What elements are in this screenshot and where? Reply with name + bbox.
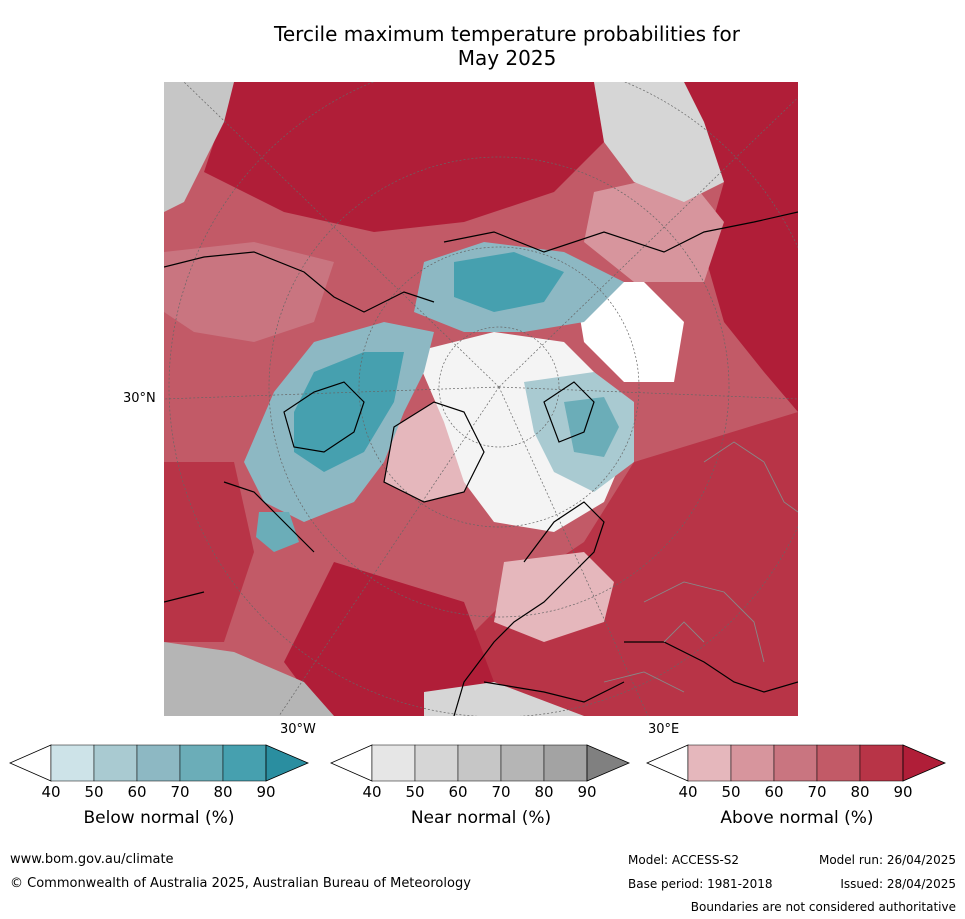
- colorbar-near-bin-2: [457, 744, 502, 782]
- tick-label: 80: [213, 783, 233, 801]
- colorbar-near-bin-3: [500, 744, 545, 782]
- tick-label: 50: [84, 783, 104, 801]
- region-atlantic-cool: [256, 512, 299, 552]
- colorbar-above-bin-1: [730, 744, 775, 782]
- colorbar-below-normal: [9, 744, 309, 782]
- colorbar-near-extend-high: [586, 744, 631, 782]
- tick-label: 70: [807, 783, 827, 801]
- probability-map: [164, 82, 798, 716]
- label-30n: 30°N: [123, 391, 156, 406]
- colorbar-above-extend-low: [646, 744, 689, 782]
- region-pacific-west-warm: [164, 462, 254, 642]
- tick-label: 90: [893, 783, 913, 801]
- country-boundaries: [603, 441, 798, 693]
- colorbar-above-extend-high: [902, 744, 947, 782]
- tick-label: 60: [764, 783, 784, 801]
- footer-disclaimer: Boundaries are not considered authoritat…: [690, 900, 956, 914]
- tick-label: 50: [405, 783, 425, 801]
- colorbar-above-bin-4: [859, 744, 904, 782]
- region-atlantic-warm: [284, 562, 494, 716]
- region-east-white: [574, 282, 684, 382]
- coastlines: [164, 211, 798, 716]
- colorbar-above-normal: [646, 744, 947, 782]
- tick-label: 50: [721, 783, 741, 801]
- colorbar-near-bin-4: [543, 744, 588, 782]
- colorbar-above-bin-2: [773, 744, 818, 782]
- tick-label: 70: [170, 783, 190, 801]
- colorbar-below-extend-high: [265, 744, 309, 782]
- region-north-pacific-warm: [204, 82, 604, 232]
- tick-label: 40: [41, 783, 61, 801]
- colorbar-near-bin-1: [414, 744, 459, 782]
- tick-label: 40: [678, 783, 698, 801]
- tick-label: 40: [362, 783, 382, 801]
- region-canada-cool-core: [294, 352, 404, 472]
- footer-model-run: Model run: 26/04/2025: [818, 853, 956, 867]
- colorbar-above-bin-0: [687, 744, 732, 782]
- colorbar-below-bin-4: [222, 744, 267, 782]
- colorbar-above-bin-3: [816, 744, 861, 782]
- map-title: Tercile maximum temperature probabilitie…: [165, 22, 849, 70]
- title-line-2: May 2025: [457, 46, 557, 70]
- region-siberia-cool-core: [454, 252, 564, 312]
- colorbar-near-normal: [330, 744, 631, 782]
- region-siberia-grey: [594, 82, 724, 202]
- tick-label: 60: [448, 783, 468, 801]
- region-asia-warm: [684, 82, 798, 412]
- tick-label: 90: [256, 783, 276, 801]
- region-pacific-grey: [164, 82, 234, 212]
- footer-model: Model: ACCESS-S2: [628, 853, 740, 867]
- title-line-1: Tercile maximum temperature probabilitie…: [274, 22, 740, 46]
- colorbar-below-extend-low: [9, 744, 52, 782]
- tick-label: 70: [491, 783, 511, 801]
- colorbar-below-bin-0: [50, 744, 95, 782]
- region-africa-grey: [424, 682, 584, 716]
- colorbar-below-bin-1: [93, 744, 138, 782]
- colorbar-near-bin-0: [371, 744, 416, 782]
- footer-copyright: © Commonwealth of Australia 2025, Austra…: [10, 876, 471, 891]
- footer-website: www.bom.gov.au/climate: [10, 852, 174, 867]
- caption-below-normal: Below normal (%): [83, 808, 235, 828]
- colorbar-below-bin-2: [136, 744, 181, 782]
- tick-label: 90: [577, 783, 597, 801]
- region-scandinavia-cool-core: [564, 397, 619, 457]
- footer-base-period: Base period: 1981-2018: [628, 877, 773, 891]
- label-30e: 30°E: [648, 722, 680, 737]
- tick-label: 80: [850, 783, 870, 801]
- caption-above-normal: Above normal (%): [720, 808, 874, 828]
- colorbar-near-extend-low: [330, 744, 373, 782]
- tick-label: 80: [534, 783, 554, 801]
- footer-issued: Issued: 28/04/2025: [840, 877, 956, 891]
- colorbar-below-bin-3: [179, 744, 224, 782]
- graticule: [164, 82, 798, 716]
- label-30w: 30°W: [280, 722, 316, 737]
- tick-label: 60: [127, 783, 147, 801]
- caption-near-normal: Near normal (%): [410, 808, 552, 828]
